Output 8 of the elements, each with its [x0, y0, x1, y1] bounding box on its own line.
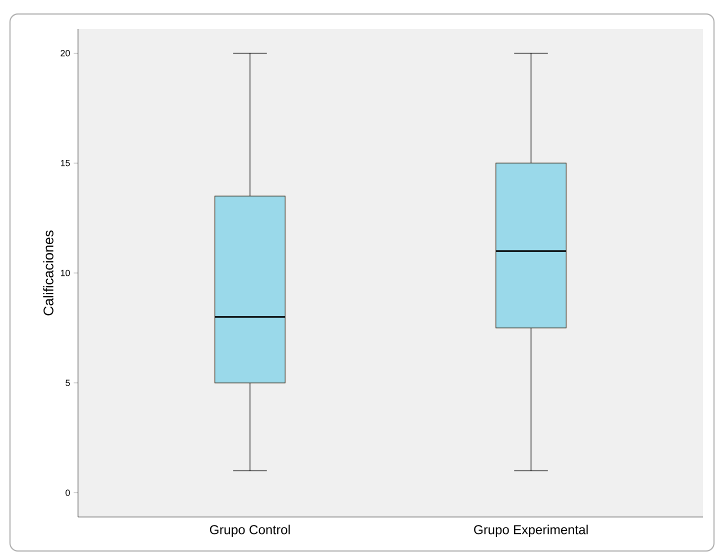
y-tick-label: 5 — [66, 380, 70, 386]
y-tick-label: 10 — [60, 270, 70, 276]
y-axis-title: Calificaciones — [43, 230, 54, 316]
y-tick-label: 0 — [66, 490, 70, 496]
x-tick-label: Grupo Experimental — [474, 524, 588, 537]
y-tick-label: 20 — [60, 50, 70, 56]
x-tick-label: Grupo Control — [210, 524, 290, 537]
y-tick-label: 15 — [60, 160, 70, 166]
